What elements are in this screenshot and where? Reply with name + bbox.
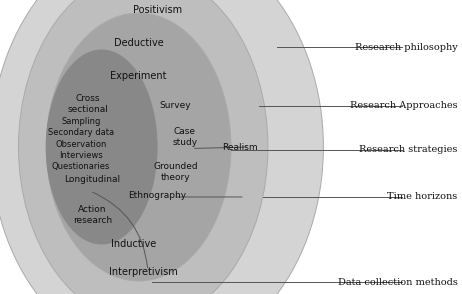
- Text: Experiment: Experiment: [110, 71, 167, 81]
- Text: Sampling
Secondary data
Observation
Interviews
Questionaries: Sampling Secondary data Observation Inte…: [48, 117, 114, 171]
- Text: Survey: Survey: [160, 101, 191, 110]
- Text: Positivism: Positivism: [133, 5, 182, 15]
- Text: Realism: Realism: [222, 143, 258, 151]
- Text: Data collection methods: Data collection methods: [338, 278, 457, 287]
- Ellipse shape: [0, 0, 323, 294]
- Text: Inductive: Inductive: [111, 239, 157, 249]
- Text: Interpretivism: Interpretivism: [109, 267, 177, 277]
- Text: Cross
sectional: Cross sectional: [67, 94, 108, 114]
- Text: Action
research: Action research: [73, 205, 112, 225]
- Text: Research Approaches: Research Approaches: [350, 101, 457, 110]
- Text: Research philosophy: Research philosophy: [355, 43, 457, 51]
- Ellipse shape: [46, 50, 157, 244]
- Ellipse shape: [18, 0, 268, 294]
- Text: Ethnography: Ethnography: [128, 191, 186, 200]
- Text: Longitudinal: Longitudinal: [64, 175, 121, 184]
- Text: Deductive: Deductive: [114, 38, 164, 48]
- Text: Case
study: Case study: [172, 127, 197, 147]
- Text: Research strategies: Research strategies: [359, 146, 457, 154]
- Text: Time horizons: Time horizons: [387, 193, 457, 201]
- Ellipse shape: [46, 13, 231, 281]
- Text: Grounded
theory: Grounded theory: [153, 162, 198, 182]
